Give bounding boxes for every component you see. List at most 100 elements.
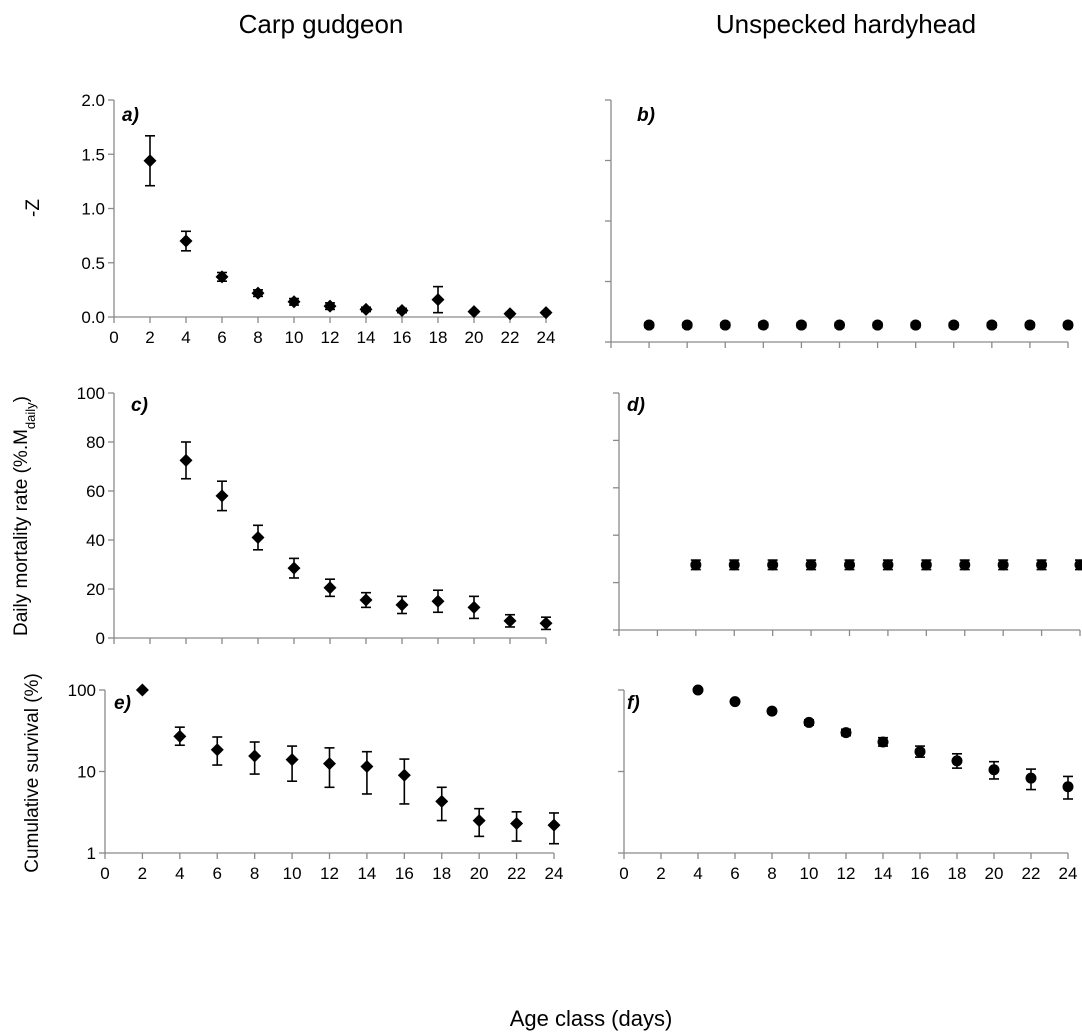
data-point: [882, 559, 894, 571]
x-tick-label: 0: [619, 864, 628, 883]
y-axis-title-subscript: daily: [23, 402, 38, 429]
data-point: [323, 299, 337, 313]
data-point: [951, 755, 963, 767]
y-axis-title: Cumulative survival (%): [22, 673, 43, 873]
x-tick-label: 6: [217, 328, 226, 347]
y-tick-label: 0.5: [81, 254, 105, 273]
y-tick-label: 0.0: [81, 308, 105, 327]
y-tick-label: 1.5: [81, 145, 105, 164]
data-point: [503, 614, 517, 628]
panel-label: b): [637, 105, 655, 126]
x-tick-label: 4: [693, 864, 702, 883]
data-point: [795, 319, 807, 331]
data-point: [1036, 559, 1048, 571]
data-point: [959, 559, 971, 571]
x-tick-label: 22: [1022, 864, 1041, 883]
x-tick-label: 10: [283, 864, 302, 883]
data-point: [729, 696, 741, 708]
data-point: [173, 729, 187, 743]
x-tick-label: 4: [175, 864, 184, 883]
data-point: [215, 489, 229, 503]
panel-label: a): [122, 105, 139, 126]
x-tick-label: 12: [837, 864, 856, 883]
x-tick-label: 16: [395, 864, 414, 883]
data-point: [757, 319, 769, 331]
x-tick-label: 6: [213, 864, 222, 883]
x-tick-label: 16: [911, 864, 930, 883]
x-tick-label: 6: [730, 864, 739, 883]
data-point: [360, 760, 374, 774]
data-point: [287, 561, 301, 575]
data-point: [805, 559, 817, 571]
data-point: [840, 727, 852, 739]
x-tick-label: 14: [357, 328, 376, 347]
data-point: [503, 307, 517, 321]
data-point: [1062, 319, 1074, 331]
data-point: [719, 319, 731, 331]
data-point: [143, 154, 157, 168]
data-point: [766, 705, 778, 717]
x-tick-label: 4: [181, 328, 190, 347]
y-tick-label: 20: [86, 580, 105, 599]
x-tick-label: 10: [285, 328, 304, 347]
panel-label: e): [114, 693, 131, 714]
data-point: [986, 319, 998, 331]
data-point: [435, 794, 449, 808]
x-tick-label: 8: [250, 864, 259, 883]
data-point: [215, 270, 229, 284]
panel-label: f): [627, 693, 640, 714]
data-point: [179, 453, 193, 467]
x-tick-label: 0: [109, 328, 118, 347]
data-point: [395, 598, 409, 612]
column-title-left: Carp gudgeon: [239, 9, 404, 39]
data-point: [251, 531, 265, 545]
x-tick-label: 10: [800, 864, 819, 883]
y-tick-label: 100: [68, 681, 96, 700]
x-tick-label: 2: [145, 328, 154, 347]
data-point: [539, 306, 553, 320]
data-point: [767, 559, 779, 571]
panel-c: 0 20 40 60 80 100 c) Daily mortality rate (%.Md…: [11, 384, 553, 648]
column-title-right: Unspecked hardyhead: [716, 9, 976, 39]
data-point: [510, 817, 524, 831]
data-point: [431, 293, 445, 307]
x-tick-label: 24: [537, 328, 556, 347]
y-tick-label: 10: [77, 763, 96, 782]
y-tick-label: 0: [96, 629, 105, 648]
y-tick-label: 40: [86, 531, 105, 550]
x-tick-label: 12: [321, 328, 340, 347]
panel-d: d): [613, 392, 1082, 636]
x-tick-label: 8: [253, 328, 262, 347]
x-tick-label: 22: [501, 328, 520, 347]
x-tick-label: 14: [874, 864, 893, 883]
y-tick-label: 80: [86, 433, 105, 452]
data-point: [539, 616, 553, 630]
x-tick-label: 0: [100, 864, 109, 883]
panel-f: 0 2 4 6 8 10 12 14 16 18 20 22 24f): [618, 684, 1078, 883]
y-axis-title: Daily mortality rate (%.Mdaily): [11, 396, 38, 636]
data-point: [248, 749, 262, 763]
data-point: [135, 683, 149, 697]
x-tick-label: 18: [948, 864, 967, 883]
x-tick-label: 2: [138, 864, 147, 883]
data-point: [472, 814, 486, 828]
data-point: [997, 559, 1009, 571]
data-point: [1024, 319, 1036, 331]
data-point: [287, 295, 301, 309]
data-point: [323, 757, 336, 771]
data-point: [834, 319, 845, 331]
y-tick-label: 1.0: [81, 200, 105, 219]
data-point: [547, 818, 561, 832]
data-point: [285, 753, 299, 767]
data-point: [251, 286, 265, 300]
data-point: [948, 319, 960, 331]
data-point: [910, 319, 922, 331]
data-point: [681, 319, 693, 331]
x-tick-label: 18: [432, 864, 451, 883]
data-point: [803, 716, 815, 728]
data-point: [323, 581, 337, 595]
data-point: [877, 736, 889, 748]
x-tick-label: 24: [1059, 864, 1078, 883]
x-tick-label: 16: [393, 328, 412, 347]
